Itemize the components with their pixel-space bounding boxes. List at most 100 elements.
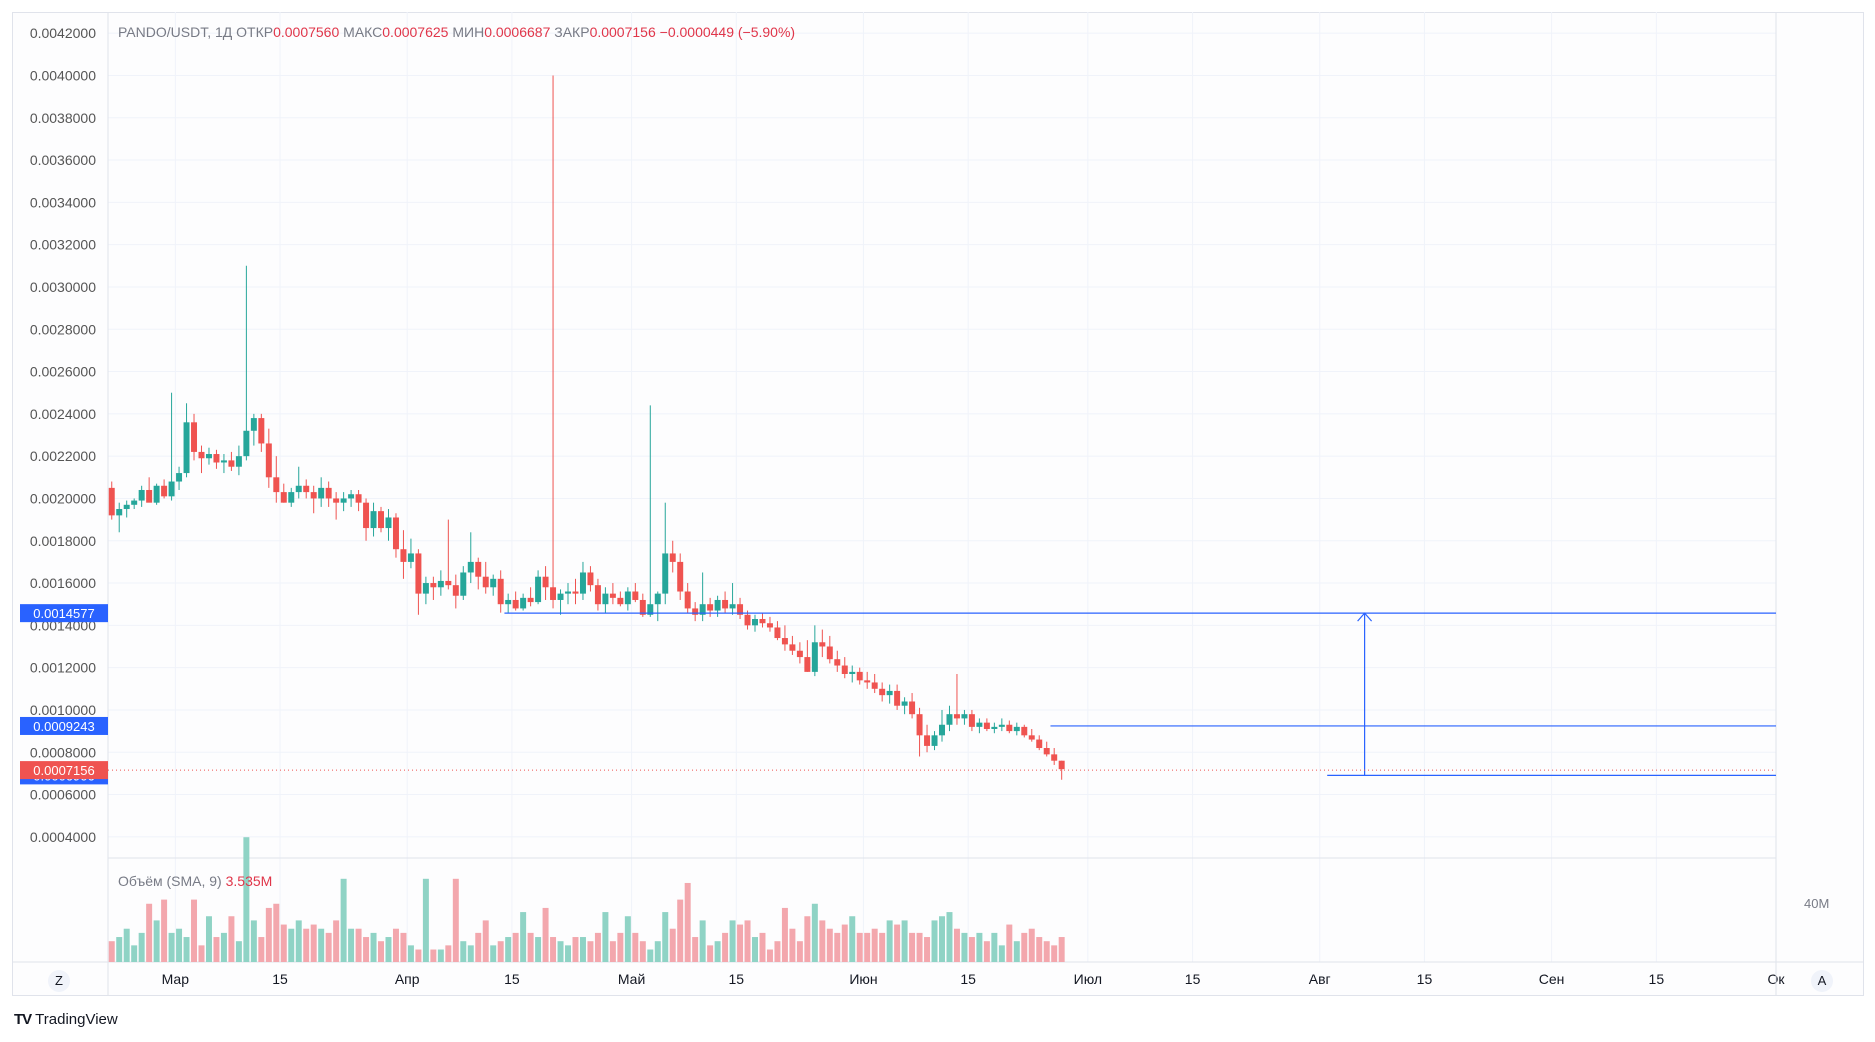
x-tick-label: 15 <box>1649 971 1665 987</box>
volume-bar <box>116 937 123 962</box>
candle-body <box>916 714 923 736</box>
volume-axis-label: 40M <box>1804 896 1829 911</box>
volume-bar <box>804 916 811 962</box>
volume-bar <box>624 916 631 962</box>
volume-bar <box>909 932 916 962</box>
symbol-name: PANDO/USDT, 1Д <box>118 24 233 40</box>
candle-body <box>295 485 302 493</box>
volume-bar <box>819 920 826 962</box>
candle-body <box>407 553 414 562</box>
x-tick-label: Июл <box>1074 971 1102 987</box>
volume-bar <box>318 928 325 962</box>
candle-body <box>220 460 227 463</box>
candle-body <box>303 485 310 493</box>
volume-bar <box>512 932 519 962</box>
candle-body <box>961 714 968 719</box>
volume-bar <box>415 949 422 962</box>
volume-bar <box>684 882 691 962</box>
candle-body <box>662 553 669 594</box>
volume-bar <box>497 941 504 962</box>
x-tick-label: 15 <box>272 971 288 987</box>
volume-bar <box>707 945 714 962</box>
candle-body <box>677 561 684 592</box>
volume-bar <box>333 920 340 962</box>
candle-body <box>527 597 534 603</box>
candle-body <box>168 481 175 497</box>
volume-bar <box>871 928 878 962</box>
chart-frame <box>12 12 1864 996</box>
y-tick-label: 0.0016000 <box>30 575 96 591</box>
price-label-box <box>20 604 108 623</box>
candle-body <box>692 608 699 615</box>
candle-body <box>355 494 362 503</box>
candle-body <box>482 576 489 588</box>
candle-body <box>998 724 1005 727</box>
candle-body <box>976 722 983 727</box>
volume-bar <box>535 937 542 962</box>
candle-body <box>849 671 856 674</box>
volume-bar <box>250 920 257 962</box>
candle-body <box>325 487 332 499</box>
candle-body <box>497 578 504 605</box>
candle-body <box>774 627 781 639</box>
volume-bar <box>939 916 945 962</box>
volume-bar <box>579 937 586 962</box>
volume-bar <box>527 932 534 962</box>
volume-bar <box>639 941 646 962</box>
open-value: 0.0007560 <box>273 24 340 40</box>
volume-bar <box>183 937 190 962</box>
volume-bar <box>699 920 706 962</box>
candle-body <box>602 593 609 605</box>
candle-body <box>632 591 639 600</box>
candle-body <box>385 517 392 529</box>
change-value: −0.0000449 (−5.90%) <box>659 24 796 40</box>
x-tick-label: Авг <box>1309 971 1331 987</box>
candle-body <box>153 485 160 503</box>
volume-bar <box>924 937 931 962</box>
candle-body <box>856 671 863 681</box>
candle-body <box>699 604 706 615</box>
volume-bar <box>407 945 414 962</box>
volume-bar <box>303 928 310 962</box>
volume-bar <box>430 949 437 962</box>
candle-body <box>886 690 893 696</box>
y-tick-label: 0.0030000 <box>30 279 96 295</box>
volume-bar <box>587 941 594 962</box>
volume-legend: Объём (SMA, 9) 3.535M <box>118 873 272 889</box>
close-label: ЗАКР <box>554 24 590 40</box>
volume-label: Объём (SMA, 9) <box>118 873 222 889</box>
tradingview-footer: TV TradingView <box>14 1011 118 1028</box>
volume-bar <box>243 837 250 962</box>
volume-bar <box>258 937 265 962</box>
candle-body <box>617 597 624 605</box>
x-tick-label: 15 <box>504 971 520 987</box>
candle-body <box>138 489 145 501</box>
candle-body <box>737 604 744 615</box>
auto-scale-button[interactable]: A <box>1811 970 1833 992</box>
candle-body <box>108 487 115 516</box>
volume-bar <box>467 945 474 962</box>
tradingview-logo-icon: TV <box>14 1011 32 1028</box>
price-label-text: 0.0009243 <box>33 719 94 734</box>
timezone-button[interactable]: Z <box>48 970 70 992</box>
y-tick-label: 0.0028000 <box>30 321 96 337</box>
volume-value: 3.535M <box>225 873 273 889</box>
volume-bar <box>1013 941 1020 962</box>
candle-body <box>520 597 527 609</box>
candle-body <box>639 599 646 615</box>
volume-bar <box>834 932 841 962</box>
candle-body <box>1013 726 1020 732</box>
candle-body <box>1043 748 1050 755</box>
candle-body <box>707 604 714 611</box>
volume-bar <box>991 932 998 962</box>
volume-bar <box>744 920 751 962</box>
volume-bar <box>654 941 661 962</box>
volume-bar <box>677 899 684 962</box>
x-tick-label: Апр <box>395 971 420 987</box>
candle-body <box>422 583 429 594</box>
volume-bar <box>325 932 332 962</box>
volume-bar <box>220 932 227 962</box>
candle-body <box>392 517 399 550</box>
candle-body <box>512 599 519 609</box>
